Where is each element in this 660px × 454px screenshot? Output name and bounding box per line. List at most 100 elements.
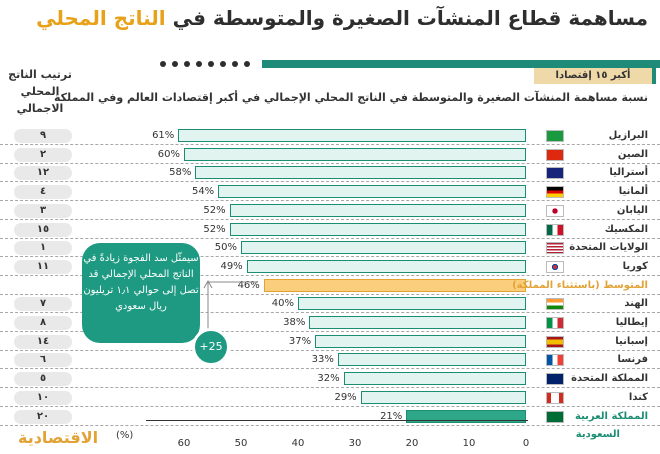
row-separator: [0, 387, 660, 389]
bar: [241, 241, 526, 255]
flag-australia-icon: [546, 167, 564, 180]
category-label-line2: السعودية: [575, 428, 620, 440]
rank-cell: ١٠: [14, 390, 72, 405]
value-label: 33%: [311, 354, 334, 366]
category-label: إيطاليا: [615, 317, 648, 328]
bar: [184, 147, 526, 161]
flag-korea-icon: [546, 260, 564, 273]
flag-china-icon: [546, 148, 564, 161]
callout-box: سيمثّل سد الفجوة زيادةً في الناتج المحلي…: [82, 243, 200, 343]
bar: [178, 129, 526, 142]
row-separator: [0, 274, 660, 276]
bar: [263, 278, 526, 292]
x-tick-label: 20: [405, 438, 419, 449]
x-tick-label: 60: [177, 438, 191, 449]
category-label: الهند: [624, 298, 648, 310]
callout-badge: +25: [192, 328, 230, 366]
category-label: كندا: [628, 391, 648, 403]
publisher-logo: الاقتصادية: [18, 428, 99, 447]
row-separator: [0, 144, 660, 145]
flag-canada-icon: [546, 391, 564, 404]
decorative-dot: [232, 61, 238, 67]
bar: [337, 353, 526, 367]
rank-cell: ٨: [14, 316, 72, 330]
rank-cell: ١٢: [14, 166, 72, 181]
rank-header: ترتيب الناتج المحلي الاجمالي: [6, 66, 74, 117]
x-tick-label: 10: [462, 438, 476, 449]
row-separator: [0, 349, 660, 351]
decorative-dot: [208, 61, 214, 67]
rank-cell: ٢: [14, 147, 72, 162]
x-tick-label: 50: [234, 438, 248, 449]
flag-spain-icon: [546, 335, 564, 348]
bar: [246, 259, 526, 273]
rank-cell: ٣: [14, 203, 72, 218]
value-label: 29%: [334, 391, 357, 403]
decorative-dot: [172, 61, 178, 67]
value-label: 40%: [271, 298, 294, 310]
x-tick-label: 40: [291, 438, 305, 449]
value-label: 50%: [214, 242, 237, 254]
rank-cell: ١: [14, 241, 72, 256]
flag-india-icon: [546, 298, 564, 311]
value-label: 49%: [220, 260, 243, 272]
callout-connector: [203, 279, 258, 330]
category-label: أستراليا: [609, 167, 648, 179]
bar: [309, 316, 526, 329]
x-tick-label: 0: [522, 438, 530, 449]
category-label: ألمانيا: [618, 186, 648, 198]
connector-line: [207, 281, 258, 330]
row-separator: [0, 181, 660, 183]
category-label: البرازيل: [608, 130, 648, 141]
bar: [298, 297, 526, 311]
rank-cell: ٦: [14, 353, 72, 368]
category-label: إسبانيا: [615, 335, 648, 347]
bar: [195, 166, 526, 180]
flag-france-icon: [546, 354, 564, 367]
category-label: المملكة العربية: [575, 410, 648, 422]
flag-mexico-icon: [546, 223, 564, 236]
row-separator: [0, 312, 660, 314]
value-label: 46%: [237, 279, 260, 291]
decorative-dot: [244, 61, 250, 67]
row-separator: [0, 368, 660, 370]
category-label: الصين: [617, 148, 648, 160]
bar: [229, 203, 526, 217]
rank-cell: ٧: [14, 297, 72, 312]
rank-cell: ٥: [14, 372, 72, 387]
row-separator: [0, 405, 660, 407]
value-label: 32%: [317, 373, 340, 385]
row-separator: [0, 424, 660, 426]
bar: [229, 222, 526, 236]
value-label: 38%: [283, 317, 306, 328]
flag-usa-icon: [546, 242, 564, 255]
rank-header-line1: ترتيب الناتج: [8, 68, 72, 81]
rank-cell: ١١: [14, 259, 72, 274]
title-main: مساهمة قطاع المنشآت الصغيرة والمتوسطة في: [172, 6, 648, 30]
rank-cell: ١٥: [14, 222, 72, 237]
flag-saudi-icon: [546, 410, 564, 423]
rank-cell: ١٤: [14, 334, 72, 349]
value-label: 60%: [157, 148, 180, 160]
row-separator: [0, 293, 660, 295]
category-label: فرنسا: [617, 354, 648, 366]
flag-italy-icon: [546, 317, 564, 329]
unit-label: (%): [116, 430, 134, 441]
row-separator: [0, 237, 660, 239]
row-separator: [0, 331, 660, 332]
value-label: 58%: [169, 167, 192, 179]
value-label: 37%: [288, 335, 312, 347]
category-label: الولايات المتحدة: [569, 242, 648, 254]
bar: [343, 372, 526, 386]
value-label: 54%: [191, 186, 215, 198]
value-label: 61%: [152, 130, 175, 141]
rank-cell: ٤: [14, 185, 72, 200]
row-separator: [0, 218, 660, 220]
top15-tag: أكبر ١٥ إقتصادا: [534, 68, 656, 84]
decorative-dot: [184, 61, 190, 67]
header-band: [262, 60, 660, 68]
rank-header-line2: المحلي الاجمالي: [16, 85, 64, 115]
decorative-dot: [196, 61, 202, 67]
category-label: كوريا: [622, 260, 648, 272]
category-label: المكسيك: [604, 223, 648, 235]
